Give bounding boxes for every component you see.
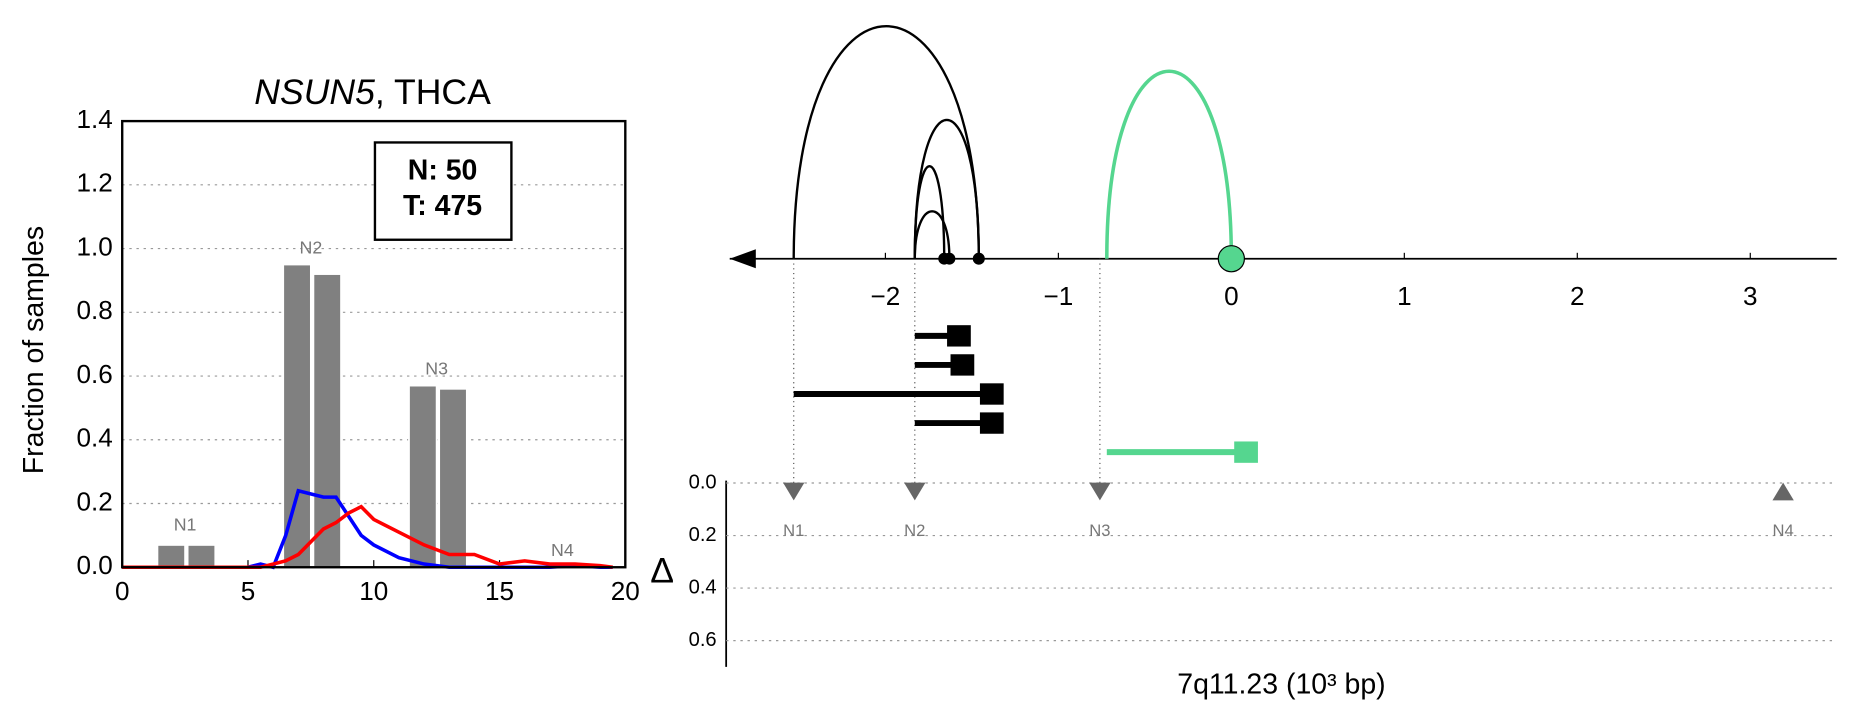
arc xyxy=(913,165,946,259)
x-tick-label: 3 xyxy=(1743,281,1758,311)
x-axis-label: 7q11.23 (10³ bp) xyxy=(1177,668,1385,700)
segment-end xyxy=(1234,441,1258,463)
x-tick-label: 2 xyxy=(1570,281,1585,311)
y-tick-label: 1.0 xyxy=(76,231,112,261)
marker xyxy=(783,482,805,501)
axis-arrow xyxy=(729,249,756,269)
group-label: N1 xyxy=(174,515,197,535)
x-tick-label: 15 xyxy=(485,576,514,606)
group-label: N4 xyxy=(551,540,574,560)
group-label: N3 xyxy=(425,358,448,378)
segment-end xyxy=(950,354,975,376)
marker-label: N2 xyxy=(904,521,925,540)
marker xyxy=(1089,482,1111,501)
arc-end xyxy=(972,252,985,265)
marker xyxy=(904,482,926,501)
y-tick-label: 1.2 xyxy=(76,168,112,198)
y-tick-label: 0.0 xyxy=(689,471,717,493)
y-tick-label: 0.4 xyxy=(689,576,717,598)
segment-end xyxy=(947,325,971,347)
segment-end xyxy=(979,412,1004,434)
plot-frame xyxy=(121,119,627,569)
x-tick-label: 0 xyxy=(115,576,130,606)
y-tick-label: 0.4 xyxy=(76,423,112,453)
x-tick-label: 10 xyxy=(359,576,388,606)
bar xyxy=(156,544,186,569)
x-tick-label: 0 xyxy=(1224,281,1239,311)
info-text: N: 50 xyxy=(408,155,478,187)
arc xyxy=(913,210,951,259)
bar xyxy=(186,544,217,569)
marker-label: N3 xyxy=(1089,521,1110,540)
y-tick-label: 0.6 xyxy=(689,629,717,651)
chart-title: NSUN5, THCA xyxy=(254,72,491,112)
marker xyxy=(1772,482,1794,501)
y-tick-label: 0.8 xyxy=(76,295,112,325)
y-tick-label: 0.2 xyxy=(76,486,112,516)
title-rest: , THCA xyxy=(375,72,491,112)
x-tick-label: 20 xyxy=(611,576,640,606)
y-tick-label: 1.4 xyxy=(76,104,112,134)
marker-label: N1 xyxy=(783,521,804,540)
track-y-label: Δ xyxy=(650,551,674,591)
x-tick-label: −2 xyxy=(871,281,901,311)
arc xyxy=(1105,69,1234,259)
x-tick-label: 5 xyxy=(241,576,256,606)
y-tick-label: 0.2 xyxy=(689,524,717,546)
marker-label: N4 xyxy=(1773,521,1794,540)
info-text: T: 475 xyxy=(403,190,482,222)
y-tick-label: 0.0 xyxy=(76,550,112,580)
info-box xyxy=(373,141,513,241)
bar xyxy=(438,387,468,569)
title-gene: NSUN5 xyxy=(254,72,375,112)
x-tick-label: 1 xyxy=(1397,281,1412,311)
bar xyxy=(282,263,312,569)
group-label: N2 xyxy=(300,237,323,257)
y-tick-label: 0.6 xyxy=(76,359,112,389)
y-axis-label: Fraction of samples xyxy=(18,226,50,474)
segment-end xyxy=(979,383,1004,405)
arc-end xyxy=(1217,245,1245,273)
arc xyxy=(792,25,980,259)
bar xyxy=(408,384,438,569)
bar xyxy=(312,273,342,569)
arc-end xyxy=(943,252,956,265)
x-tick-label: −1 xyxy=(1043,281,1073,311)
